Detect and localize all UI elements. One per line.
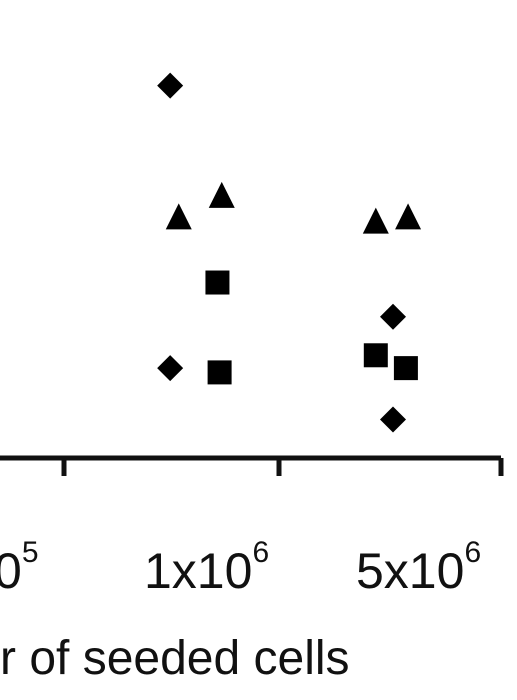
data-markers: [0, 73, 421, 465]
x-tick-label-exponent: 6: [464, 536, 481, 569]
diamond-marker: [157, 73, 183, 99]
triangle-marker: [209, 182, 235, 208]
diamond-marker: [380, 406, 406, 432]
diamond-marker: [157, 355, 183, 381]
diamond-marker: [380, 304, 406, 330]
square-marker: [205, 271, 229, 295]
x-axis: [0, 458, 501, 476]
triangle-marker: [363, 208, 389, 234]
triangle-marker: [395, 203, 421, 229]
x-tick-label-exponent: 6: [252, 536, 269, 569]
square-marker: [394, 356, 418, 380]
x-tick-label-exponent: 5: [22, 536, 39, 569]
x-tick-label: 05: [0, 536, 39, 599]
x-tick-label: 5x106: [356, 536, 481, 599]
square-marker: [364, 343, 388, 367]
x-axis-title: r of seeded cells: [0, 632, 350, 685]
triangle-marker: [166, 203, 192, 229]
x-tick-labels: 05 1x106 5x106: [0, 536, 481, 599]
square-marker: [208, 360, 232, 384]
x-tick-label: 1x106: [144, 536, 269, 599]
